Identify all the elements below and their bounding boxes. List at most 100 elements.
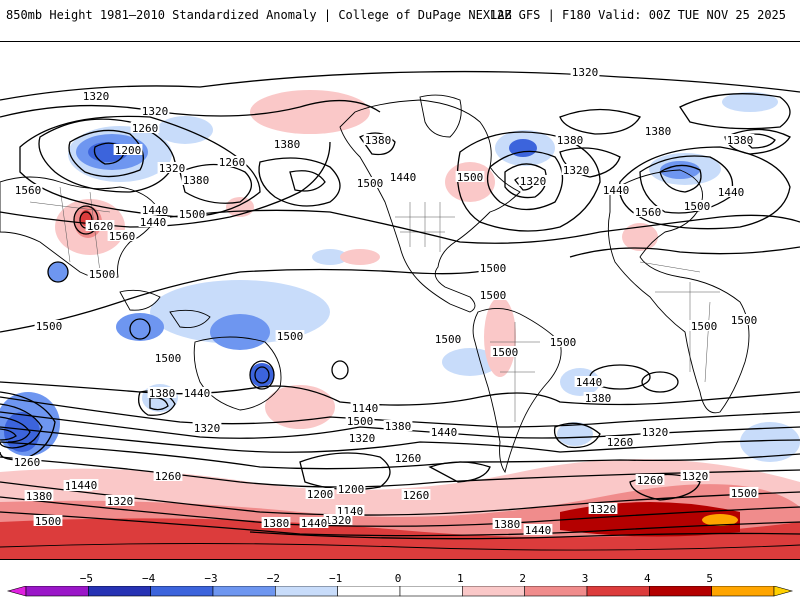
- colorbar-tick-label: 1: [457, 572, 464, 585]
- contour-label: 1380: [274, 138, 301, 151]
- map-title: 850mb Height 1981–2010 Standardized Anom…: [6, 8, 512, 22]
- contour-label: 1560: [15, 184, 42, 197]
- anomaly-blob-positive: [265, 385, 335, 429]
- contour-label-background: [147, 387, 177, 398]
- contour-label-background: [347, 432, 377, 443]
- header: 850mb Height 1981–2010 Standardized Anom…: [0, 0, 800, 40]
- contour-label: 1320: [642, 426, 669, 439]
- colorbar-segment: [275, 586, 338, 597]
- colorbar-tick-label: 3: [581, 572, 589, 585]
- coastlines: [0, 94, 800, 551]
- anomaly-blob-negative: [48, 262, 68, 282]
- contour-label-background: [140, 105, 170, 116]
- contour-label: 1500: [731, 314, 758, 327]
- contour-label-background: [13, 184, 43, 195]
- contour-label: 1260: [219, 156, 246, 169]
- contour-label-background: [217, 156, 247, 167]
- colorbar-tick-label: 0: [394, 572, 402, 585]
- colorbar-tick-label: −5: [79, 572, 93, 585]
- contour-label: 1260: [14, 456, 41, 469]
- contour-label: 1440: [431, 426, 458, 439]
- contour-label: 1440: [301, 517, 328, 530]
- contour-label-background: [153, 470, 183, 481]
- contour-label: 1320: [572, 66, 599, 79]
- contour-label: 1380: [365, 134, 392, 147]
- contour-label-background: [350, 402, 380, 413]
- contour-label: 1500: [155, 352, 182, 365]
- colorbar-segment: [586, 586, 650, 597]
- contour-label: 1500: [277, 330, 304, 343]
- contour-label: 1500: [89, 268, 116, 281]
- anomaly-blob-negative: [150, 280, 330, 344]
- anomaly-map: 1320 1320 1320 1260 1200 1260 1320 1380 1560 1620…: [0, 41, 800, 560]
- contour-label-background: [555, 134, 585, 145]
- colorbar-segment: [150, 586, 214, 597]
- anomaly-blob-positive: [250, 90, 370, 134]
- contour-label-background: [275, 330, 305, 341]
- contour-label-background: [574, 376, 604, 387]
- colorbar-segment: [462, 586, 525, 597]
- colorbar-bar: [6, 586, 794, 597]
- contour-label: 1200: [338, 483, 365, 496]
- contour-label: 1500: [357, 177, 384, 190]
- contour-label: 1320: [83, 90, 110, 103]
- contour-label: 1500: [35, 515, 62, 528]
- contour-label: 1380: [149, 387, 176, 400]
- contour-label: 1320: [325, 514, 352, 527]
- contour-label-background: [140, 204, 170, 215]
- contour-label-background: [181, 174, 211, 185]
- contour-label: 1380: [645, 125, 672, 138]
- contour-label: 1440: [184, 387, 211, 400]
- colorbar-segment: [25, 586, 89, 597]
- anomaly-blob-negative: [157, 116, 213, 144]
- contour-label: 1440: [525, 524, 552, 537]
- contour-label-background: [393, 452, 423, 463]
- contour-label: 1320: [563, 164, 590, 177]
- colorbar-segment: [399, 586, 463, 597]
- contour-labels: 1320 1320 1320 1260 1200 1260 1320 1380 1560 1620…: [12, 66, 759, 537]
- colorbar-tick-label: 5: [706, 572, 713, 585]
- contour-label: 1320: [194, 422, 221, 435]
- contour-label-background: [305, 488, 335, 499]
- contour-label-background: [105, 495, 135, 506]
- contour-label: 1500: [492, 346, 519, 359]
- colorbar-tick-label: −4: [142, 572, 156, 585]
- contour-label: 1320: [107, 495, 134, 508]
- contour-label-background: [729, 314, 759, 325]
- contour-label-background: [561, 164, 591, 175]
- contour-label: 1500: [480, 262, 507, 275]
- contour-label: 1380: [727, 134, 754, 147]
- contour-label-background: [157, 162, 187, 173]
- map-canvas: 1320 1320 1320 1260 1200 1260 1320 1380 1560 1620…: [0, 66, 800, 559]
- colorbar-segment: [337, 586, 401, 597]
- contour-label: 1440: [71, 479, 98, 492]
- colorbar-segment: [711, 586, 775, 597]
- contour-label-background: [725, 134, 755, 145]
- contour-label-background: [335, 505, 365, 516]
- anomaly-blob-negative: [250, 363, 274, 387]
- colorbar-tick-label: −2: [266, 572, 280, 585]
- contour-label: 1380: [26, 490, 53, 503]
- contour-label: 1620: [87, 220, 114, 233]
- contour-label-background: [138, 216, 168, 227]
- contour-label-background: [635, 474, 665, 485]
- contour-label-background: [433, 333, 463, 344]
- colorbar-end-low: [6, 586, 27, 597]
- contour-label-background: [455, 171, 485, 182]
- contour-label-background: [323, 514, 353, 525]
- contour-label: 1320: [142, 105, 169, 118]
- contour-label-background: [33, 515, 63, 526]
- colorbar-tick-label: 4: [644, 572, 651, 585]
- contour-label-background: [588, 503, 618, 514]
- contour-label-background: [640, 426, 670, 437]
- contour-label-background: [107, 230, 137, 241]
- contour-label: 1440: [390, 171, 417, 184]
- colorbar-tick-label: −1: [329, 572, 343, 585]
- contour-label: 1260: [395, 452, 422, 465]
- contour-label: 1500: [457, 171, 484, 184]
- contour-label-background: [490, 346, 520, 357]
- contour-label: 1500: [435, 333, 462, 346]
- contour-label: 1500: [347, 415, 374, 428]
- contour-label: 1560: [635, 206, 662, 219]
- contour-label-background: [192, 422, 222, 433]
